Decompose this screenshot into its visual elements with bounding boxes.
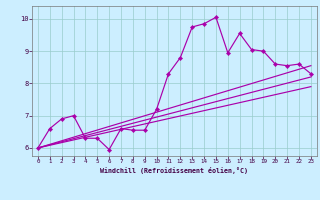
X-axis label: Windchill (Refroidissement éolien,°C): Windchill (Refroidissement éolien,°C) <box>100 167 248 174</box>
